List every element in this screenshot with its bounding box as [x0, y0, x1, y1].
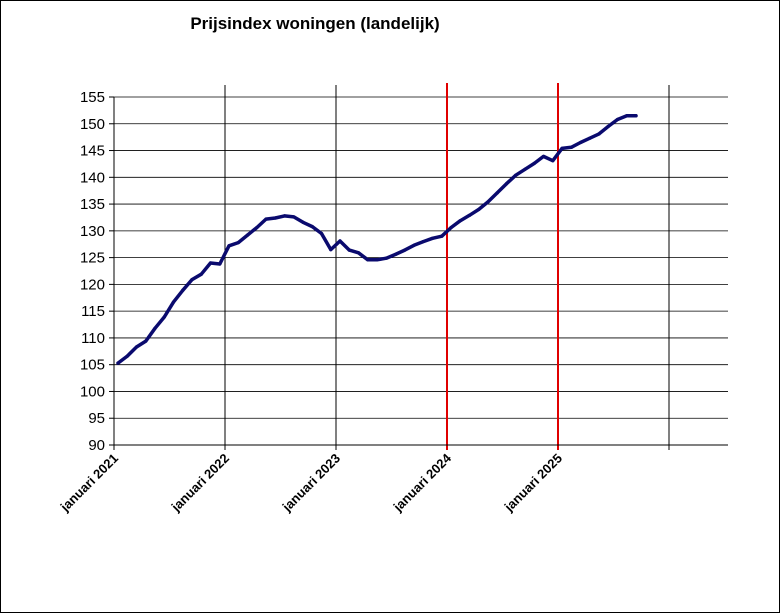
y-tick-label: 135: [80, 196, 105, 213]
chart-title: Prijsindex woningen (landelijk): [190, 14, 440, 33]
data-point: [440, 234, 444, 238]
data-point: [412, 243, 416, 247]
data-point: [504, 182, 509, 186]
data-point: [569, 145, 573, 149]
x-tick-label: januari 2024: [390, 450, 455, 515]
data-point: [144, 339, 148, 343]
data-point: [430, 236, 435, 240]
data-point: [514, 173, 518, 177]
data-point: [162, 315, 166, 319]
data-point: [532, 161, 536, 165]
data-point: [292, 215, 296, 219]
y-tick-label: 125: [80, 250, 105, 267]
data-point: [449, 226, 453, 230]
data-point: [190, 277, 194, 282]
data-point: [245, 233, 250, 237]
y-tick-label: 110: [81, 330, 105, 347]
data-point: [116, 361, 120, 365]
y-tick-label: 145: [80, 143, 105, 160]
y-tick-label: 155: [80, 89, 105, 106]
data-point: [282, 214, 287, 218]
x-tick-label: januari 2025: [501, 451, 565, 515]
data-point: [208, 261, 213, 265]
data-point: [134, 345, 139, 349]
data-point: [181, 288, 185, 292]
data-point: [218, 262, 222, 266]
data-point: [319, 231, 324, 236]
data-point: [347, 248, 351, 252]
data-point: [634, 114, 638, 118]
y-tick-label: 150: [80, 116, 105, 133]
data-point: [467, 213, 472, 217]
data-point: [199, 272, 203, 276]
y-tick-label: 115: [81, 303, 105, 320]
data-point: [551, 159, 555, 163]
data-point: [588, 136, 592, 140]
data-point: [625, 114, 629, 118]
data-point: [227, 244, 231, 248]
data-point: [338, 239, 342, 243]
y-tick-label: 100: [80, 383, 105, 400]
y-tick-label: 140: [80, 169, 105, 186]
y-tick-label: 105: [80, 357, 105, 374]
data-point: [310, 224, 314, 229]
x-tick-label: januari 2022: [168, 451, 232, 515]
data-point: [541, 154, 546, 159]
y-tick-label: 95: [88, 410, 105, 427]
data-point: [458, 219, 462, 223]
data-point: [421, 239, 425, 244]
data-point: [578, 140, 583, 145]
y-tick-label: 120: [80, 276, 105, 293]
data-point: [366, 258, 370, 262]
data-point: [264, 217, 268, 221]
x-tick-label: januari 2021: [57, 451, 121, 515]
data-point: [153, 326, 157, 330]
data-point: [597, 132, 601, 136]
y-tick-label: 130: [80, 223, 105, 240]
y-tick-label: 90: [88, 437, 105, 454]
data-point: [125, 354, 129, 358]
data-point: [375, 258, 379, 262]
data-point: [171, 300, 176, 304]
data-point: [384, 256, 388, 260]
data-point: [393, 252, 398, 257]
data-point: [560, 146, 564, 150]
data-point: [606, 124, 610, 129]
x-tick-label: januari 2023: [279, 451, 343, 515]
data-point: [523, 167, 527, 171]
data-point: [477, 207, 481, 212]
data-point: [329, 247, 333, 252]
data-point: [495, 191, 499, 195]
data-point: [255, 226, 259, 230]
data-point: [236, 241, 240, 245]
data-point: [403, 248, 407, 252]
data-point: [615, 117, 620, 122]
data-point: [301, 220, 305, 224]
data-point: [486, 200, 490, 204]
data-point: [273, 216, 277, 220]
data-point: [356, 251, 361, 255]
